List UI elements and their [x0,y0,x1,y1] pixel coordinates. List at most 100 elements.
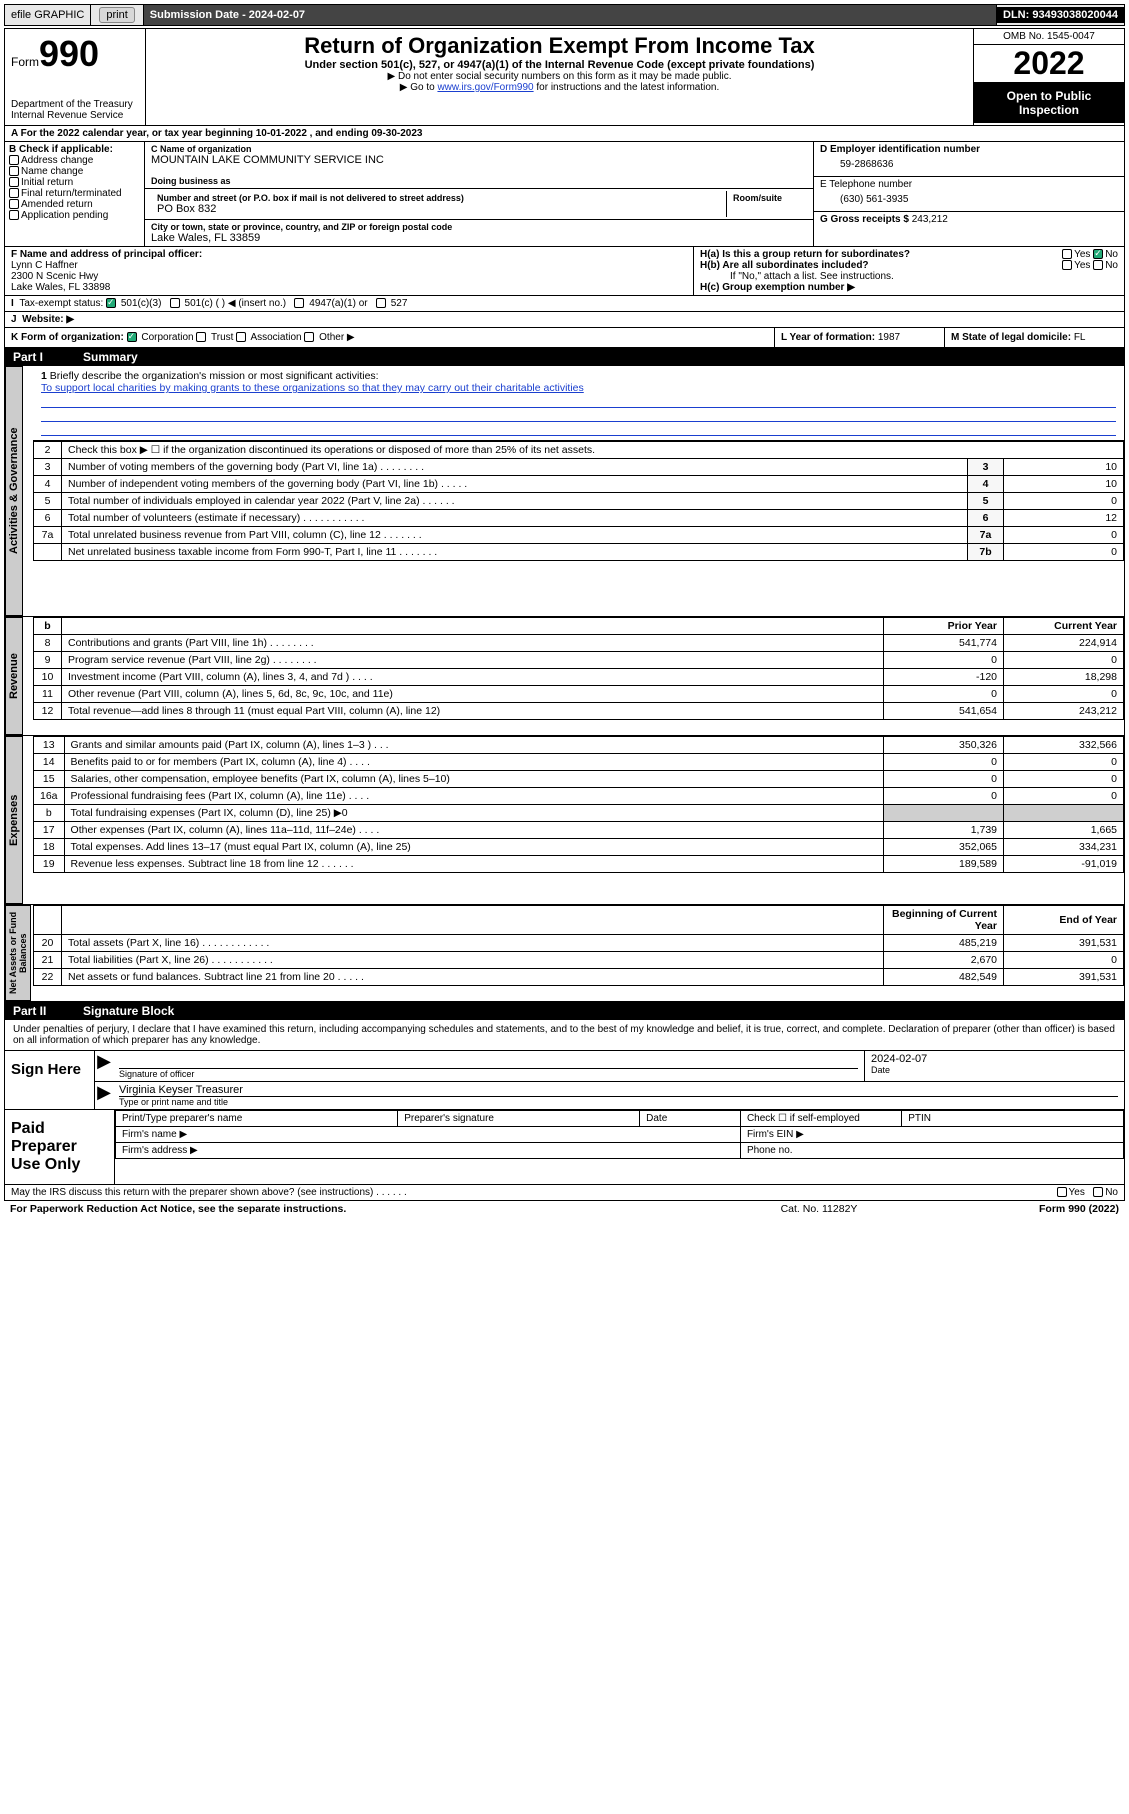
c-street-lbl: Number and street (or P.O. box if mail i… [157,193,720,203]
irs-link[interactable]: www.irs.gov/Form990 [437,82,533,93]
ha-yes[interactable] [1062,249,1072,259]
k-other[interactable] [304,332,314,342]
j-lbl: Website: ▶ [22,314,74,325]
chk-final[interactable] [9,188,19,198]
table-row: 17Other expenses (Part IX, column (A), l… [34,822,1124,839]
h-a: H(a) Is this a group return for subordin… [700,249,910,260]
k-assoc[interactable] [236,332,246,342]
i-501c[interactable] [170,298,180,308]
chk-amended[interactable] [9,199,19,209]
discuss-q: May the IRS discuss this return with the… [11,1187,1057,1198]
na-eoy-hdr: End of Year [1004,906,1124,935]
hb-no[interactable] [1093,260,1103,270]
form-label: Form [11,55,39,69]
table-row: 14Benefits paid to or for members (Part … [34,754,1124,771]
hb-yes[interactable] [1062,260,1072,270]
table-row: 19Revenue less expenses. Subtract line 1… [34,856,1124,873]
discuss-no[interactable] [1093,1187,1103,1197]
i-4947[interactable] [294,298,304,308]
top-toolbar: efile GRAPHIC print Submission Date - 20… [4,4,1125,26]
table-row: 12Total revenue—add lines 8 through 11 (… [34,703,1124,720]
chk-final-lbl: Final return/terminated [21,188,122,199]
line-a-begin: 10-01-2022 [256,128,307,139]
line-a: A For the 2022 calendar year, or tax yea… [5,126,1124,142]
note2-post: for instructions and the latest informat… [534,82,720,93]
irs-label: Internal Revenue Service [11,110,139,121]
footer-left: For Paperwork Reduction Act Notice, see … [10,1203,719,1215]
officer-addr1: 2300 N Scenic Hwy [11,271,687,282]
table-row: 3Number of voting members of the governi… [34,459,1124,476]
ha-no[interactable] [1093,249,1103,259]
h-b-note: If "No," attach a list. See instructions… [700,271,1118,282]
officer-signature[interactable] [119,1053,858,1069]
fh-block: F Name and address of principal officer:… [5,247,1124,296]
form-note1: ▶ Do not enter social security numbers o… [152,71,967,82]
dept-label: Department of the Treasury [11,99,139,110]
chk-initial[interactable] [9,177,19,187]
table-row: 15Salaries, other compensation, employee… [34,771,1124,788]
k-trust[interactable] [196,332,206,342]
discuss-yes-lbl: Yes [1069,1187,1085,1198]
i-opt4: 527 [391,298,408,309]
sign-arrow2: ▶ [95,1082,113,1109]
form-title-block: Return of Organization Exempt From Incom… [145,29,974,125]
k-corp-lbl: Corporation [141,332,193,343]
form-note2: ▶ Go to www.irs.gov/Form990 for instruct… [152,82,967,93]
section-deg: D Employer identification number 59-2868… [814,142,1124,246]
section-c: C Name of organization MOUNTAIN LAKE COM… [145,142,814,246]
prep-firm-ein: Firm's EIN ▶ [740,1127,1123,1143]
activities-section: Activities & Governance 1 Briefly descri… [5,366,1124,617]
discuss-yes[interactable] [1057,1187,1067,1197]
discuss-no-lbl: No [1105,1187,1118,1198]
form-header: Form990 Department of the Treasury Inter… [5,29,1124,126]
i-527[interactable] [376,298,386,308]
officer-name: Lynn C Haffner [11,260,687,271]
table-row: 6Total number of volunteers (estimate if… [34,510,1124,527]
revenue-section: Revenue b Prior Year Current Year 8Contr… [5,617,1124,736]
print-button[interactable]: print [99,7,134,23]
chk-name[interactable] [9,166,19,176]
footer-mid: Cat. No. 11282Y [719,1203,919,1215]
chk-address-lbl: Address change [21,155,93,166]
expenses-section: Expenses 13Grants and similar amounts pa… [5,736,1124,905]
mission-num: 1 [41,370,47,382]
ha-yes-lbl: Yes [1074,249,1090,260]
table-row: Net unrelated business taxable income fr… [34,544,1124,561]
chk-pending[interactable] [9,210,19,220]
k-lbl: K Form of organization: [11,332,124,343]
chk-address[interactable] [9,155,19,165]
section-h: H(a) Is this a group return for subordin… [694,247,1124,295]
table-row: 4Number of independent voting members of… [34,476,1124,493]
k-corp[interactable] [127,332,137,342]
c-city-lbl: City or town, state or province, country… [151,222,807,232]
rev-b: b [34,618,62,635]
form-subtitle: Under section 501(c), 527, or 4947(a)(1)… [152,59,967,71]
preparer-label: Paid Preparer Use Only [5,1110,115,1184]
netassets-section: Net Assets or Fund Balances Beginning of… [5,905,1124,1002]
footer-right: Form 990 (2022) [919,1203,1119,1215]
part1-title: Summary [83,350,138,364]
preparer-table: Print/Type preparer's name Preparer's si… [115,1110,1124,1159]
section-i: I Tax-exempt status: 501(c)(3) 501(c) ( … [5,296,1124,311]
section-l: L Year of formation: 1987 [774,328,944,347]
table-row: 10Investment income (Part VIII, column (… [34,669,1124,686]
prep-firm-name: Firm's name ▶ [116,1127,741,1143]
revenue-table: b Prior Year Current Year 8Contributions… [33,617,1124,720]
c-dba-lbl: Doing business as [151,176,807,186]
i-501c3[interactable] [106,298,116,308]
efile-label: efile GRAPHIC [5,5,91,25]
print-seg: print [91,5,143,25]
c-name-lbl: C Name of organization [151,144,807,154]
table-row: 22Net assets or fund balances. Subtract … [34,969,1124,986]
prep-firm-addr: Firm's address ▶ [116,1143,741,1159]
phone-value: (630) 561-3935 [820,190,1118,209]
dln-label: DLN: 93493038020044 [997,7,1124,23]
i-opt3: 4947(a)(1) or [309,298,367,309]
tax-year: 2022 [974,45,1124,83]
name-lbl: Type or print name and title [119,1097,1118,1107]
h-b: H(b) Are all subordinates included? [700,260,869,271]
mission-block: 1 Briefly describe the organization's mi… [33,366,1124,441]
m-lbl: M State of legal domicile: [951,332,1071,343]
e-lbl: E Telephone number [820,179,1118,190]
hb-no-lbl: No [1105,260,1118,271]
